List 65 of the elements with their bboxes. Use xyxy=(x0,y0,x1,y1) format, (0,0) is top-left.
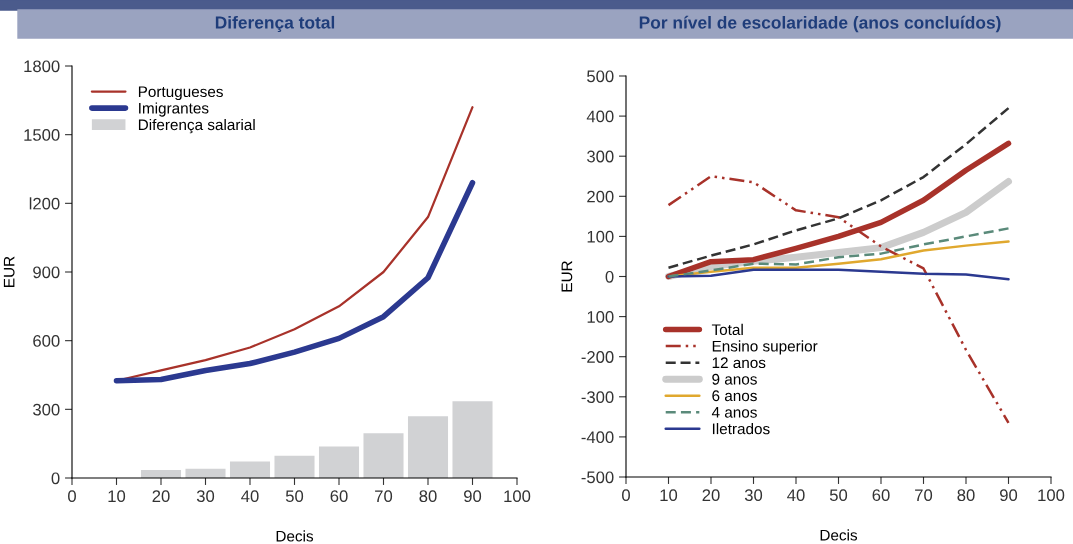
y-tick-label: 600 xyxy=(33,335,60,347)
line-series xyxy=(667,227,1010,278)
y-tick-label: 900 xyxy=(33,266,60,279)
bar xyxy=(407,416,449,478)
legend-label: Iletrados xyxy=(712,423,770,435)
legend-label: 12 anos xyxy=(712,357,766,369)
x-tick-label: 20 xyxy=(702,489,720,502)
x-tick-label: 80 xyxy=(419,490,437,503)
x-tick-label: 60 xyxy=(872,489,890,502)
bar xyxy=(274,455,315,478)
x-tick-label: 40 xyxy=(787,489,805,502)
legend-label: 9 anos xyxy=(712,373,757,385)
y-tick-label: -300 xyxy=(581,391,614,403)
x-tick-label: 20 xyxy=(152,490,170,503)
y-tick-label: -500 xyxy=(581,471,614,484)
line-series xyxy=(667,268,1010,281)
y-tick-label: 500 xyxy=(587,70,614,83)
x-tick-label: 90 xyxy=(464,490,482,503)
x-tick-label: 10 xyxy=(660,489,678,502)
bar xyxy=(229,461,271,478)
x-tick-label: 80 xyxy=(957,489,975,502)
x-tick-label: 10 xyxy=(108,490,126,503)
y-tick-label: 400 xyxy=(586,110,614,123)
legend-label: Imigrantes xyxy=(139,102,209,117)
bar xyxy=(318,446,360,478)
x-tick-label: 30 xyxy=(744,489,763,502)
x-tick-label: 70 xyxy=(915,489,933,502)
x-axis-title: Decis xyxy=(820,529,858,541)
y-axis-title: EUR xyxy=(3,256,15,287)
x-tick-label: 60 xyxy=(330,490,348,503)
legend-label: Ensino superior xyxy=(712,340,818,355)
y-axis-title: EUR xyxy=(561,261,573,292)
x-tick-label: 50 xyxy=(285,490,304,503)
x-tick-label: 40 xyxy=(241,490,259,503)
y-tick-label: 200 xyxy=(587,190,614,203)
y-tick-label: 0 xyxy=(605,270,614,283)
legend-label: Diferença salarial xyxy=(138,118,255,134)
x-tick-label: 70 xyxy=(375,490,393,503)
y-tick-label: l200 xyxy=(29,197,60,210)
x-tick-label: 100 xyxy=(1038,489,1065,502)
line-series xyxy=(667,106,1010,269)
x-tick-label: 100 xyxy=(504,490,531,503)
y-tick-label: 100 xyxy=(587,311,614,323)
y-tick-label: -400 xyxy=(581,431,614,444)
chart-title: Diferença total xyxy=(215,15,335,33)
x-tick-label: 30 xyxy=(196,490,215,503)
y-tick-label: 0 xyxy=(51,472,60,485)
legend-label: Total xyxy=(711,323,743,336)
y-tick-label: 300 xyxy=(33,403,60,416)
y-tick-label: 100 xyxy=(587,230,614,243)
y-tick-label: 300 xyxy=(587,150,614,163)
chart-title: Por nível de escolaridade (anos concluídos) xyxy=(639,15,1001,33)
y-tick-label: 1800 xyxy=(24,60,60,73)
bar xyxy=(452,401,493,478)
x-tick-label: 0 xyxy=(622,489,630,502)
y-tick-label: 1500 xyxy=(24,129,60,141)
bar xyxy=(363,433,404,478)
legend-label: 4 anos xyxy=(711,407,757,418)
x-tick-label: 90 xyxy=(1000,489,1018,502)
legend-label: Portugueses xyxy=(138,86,223,101)
x-axis-title: Decis xyxy=(276,530,314,542)
legend-label: 6 anos xyxy=(712,390,757,402)
x-tick-label: 50 xyxy=(829,489,848,502)
x-tick-label: 0 xyxy=(68,490,76,503)
y-tick-label: -200 xyxy=(581,351,614,363)
